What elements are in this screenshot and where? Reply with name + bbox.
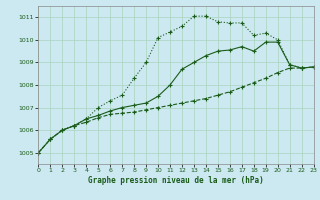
X-axis label: Graphe pression niveau de la mer (hPa): Graphe pression niveau de la mer (hPa) xyxy=(88,176,264,185)
